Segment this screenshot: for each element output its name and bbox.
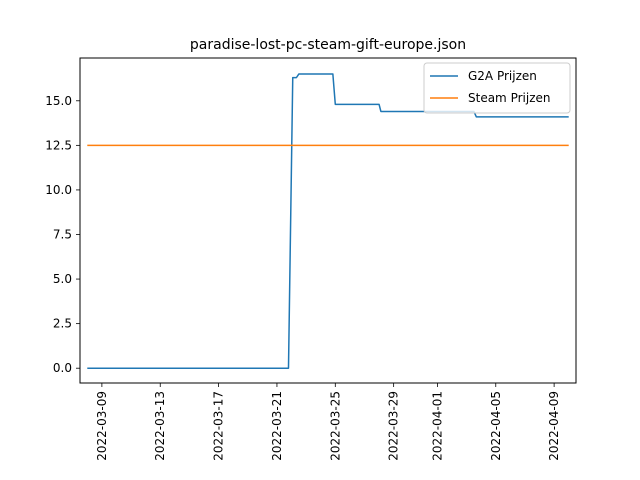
- y-tick-label: 5.0: [53, 272, 72, 286]
- x-axis: 2022-03-09 2022-03-13 2022-03-17 2022-03-21…: [95, 383, 561, 461]
- legend-label: G2A Prijzen: [468, 69, 537, 83]
- y-axis: 0.0 2.5 5.0 7.5 10.0 12.5 15.0: [45, 94, 80, 375]
- y-tick-label: 2.5: [53, 317, 72, 331]
- chart-title: paradise-lost-pc-steam-gift-europe.json: [190, 37, 466, 53]
- x-tick-label: 2022-03-29: [387, 391, 401, 461]
- x-tick-label: 2022-03-13: [153, 391, 167, 461]
- y-tick-label: 7.5: [53, 227, 72, 241]
- y-tick-label: 10.0: [45, 183, 72, 197]
- y-tick-label: 15.0: [45, 94, 72, 108]
- legend: G2A Prijzen Steam Prijzen: [423, 62, 571, 114]
- x-tick-label: 2022-04-05: [489, 391, 503, 461]
- x-tick-label: 2022-03-25: [328, 391, 342, 461]
- plot-frame: [79, 57, 577, 384]
- x-tick-label: 2022-03-21: [270, 391, 284, 461]
- x-tick-label: 2022-03-09: [95, 391, 109, 461]
- y-tick-label: 0.0: [53, 361, 72, 375]
- y-tick-label: 12.5: [45, 138, 72, 152]
- x-tick-label: 2022-04-01: [430, 391, 444, 461]
- x-tick-label: 2022-04-09: [547, 391, 561, 461]
- x-tick-label: 2022-03-17: [212, 391, 226, 461]
- legend-label: Steam Prijzen: [468, 91, 550, 105]
- legend-box: [423, 62, 571, 114]
